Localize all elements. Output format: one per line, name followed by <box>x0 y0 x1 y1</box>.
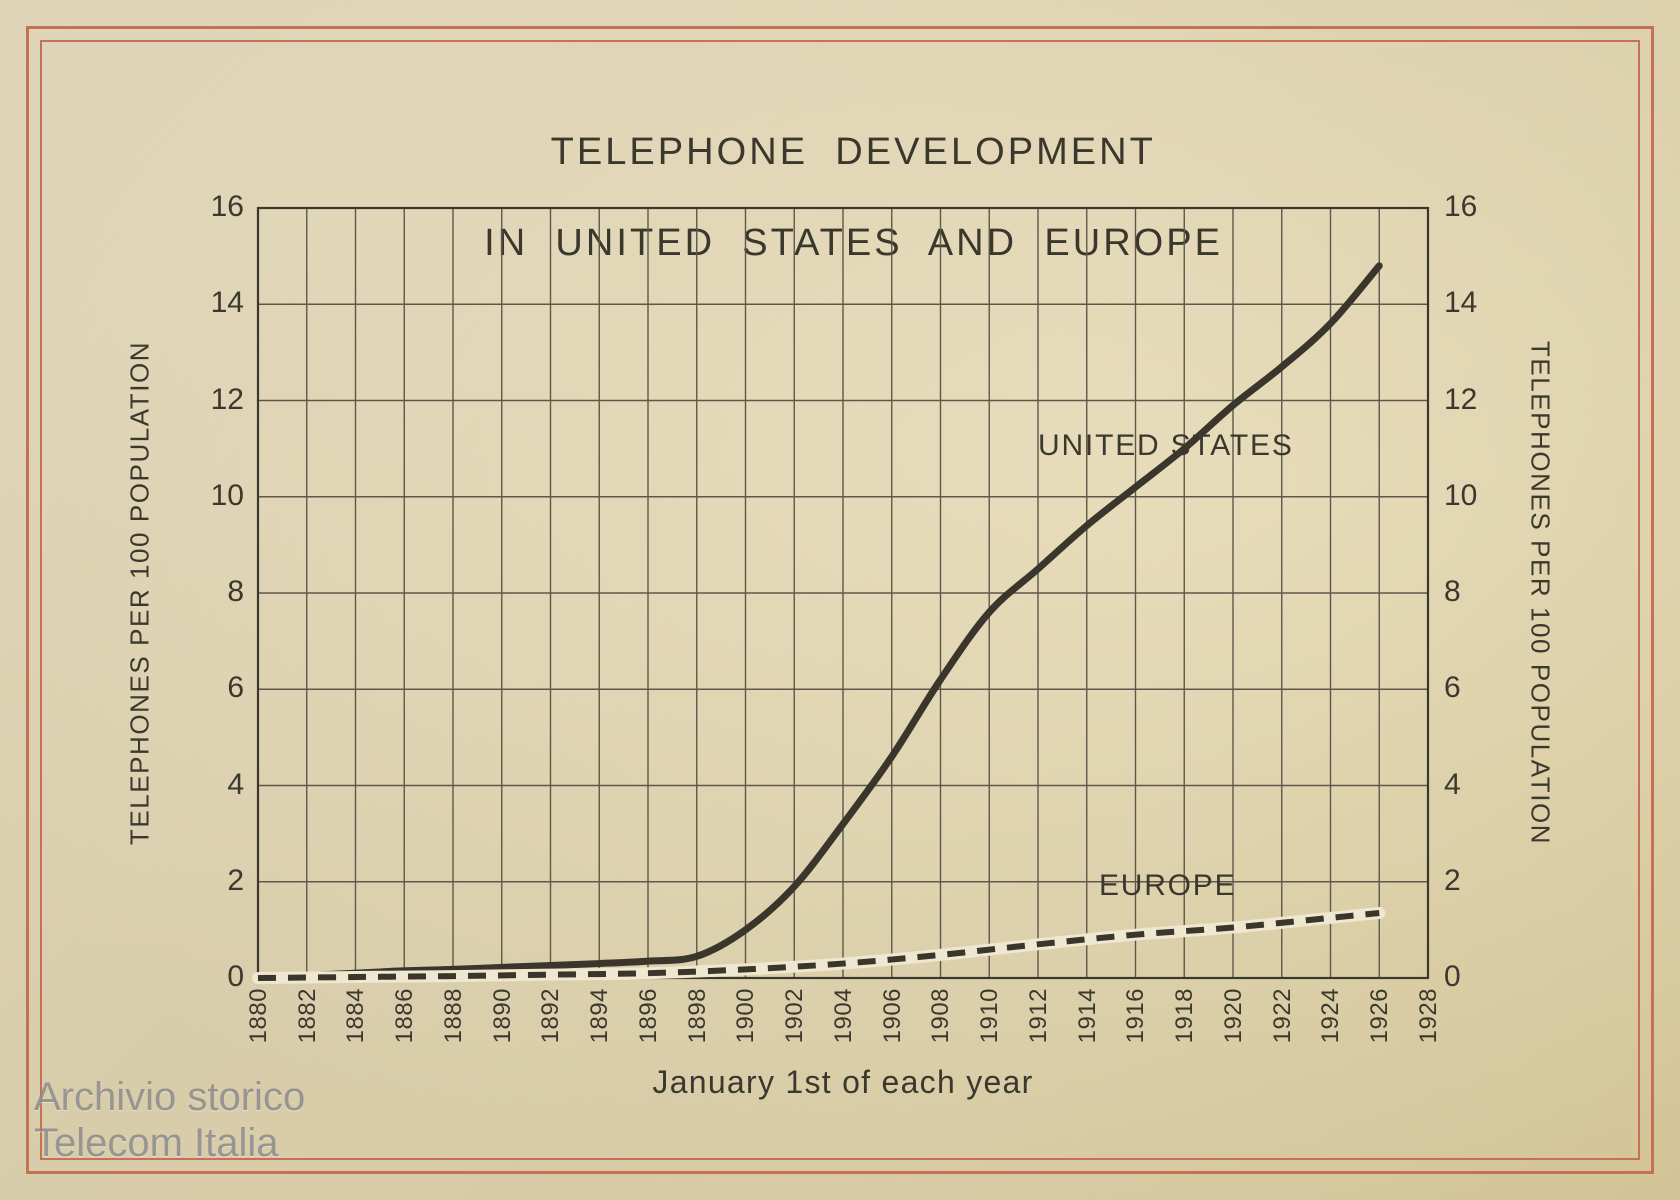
x-tick: 1928 <box>1415 988 1443 1043</box>
y-tick-right: 14 <box>1444 286 1477 320</box>
y-tick-right: 10 <box>1444 479 1477 513</box>
x-tick: 1884 <box>342 988 370 1043</box>
x-axis-caption: January 1st of each year <box>258 1064 1428 1101</box>
y-tick-left: 6 <box>227 671 244 705</box>
y-tick-right: 8 <box>1444 575 1461 609</box>
series-label-united-states: UNITED STATES <box>1038 429 1294 463</box>
x-tick: 1898 <box>684 988 712 1043</box>
y-tick-left: 0 <box>227 960 244 994</box>
x-tick: 1912 <box>1025 988 1053 1043</box>
x-tick: 1914 <box>1074 988 1102 1043</box>
x-tick: 1890 <box>489 988 517 1043</box>
x-tick: 1888 <box>440 988 468 1043</box>
archive-watermark: Archivio storico Telecom Italia <box>34 1074 305 1166</box>
x-tick: 1882 <box>294 988 322 1043</box>
y-tick-right: 0 <box>1444 960 1461 994</box>
x-tick: 1906 <box>879 988 907 1043</box>
x-tick: 1908 <box>927 988 955 1043</box>
y-tick-left: 2 <box>227 864 244 898</box>
series-label-europe: EUROPE <box>1099 869 1237 903</box>
x-tick: 1902 <box>781 988 809 1043</box>
y-tick-left: 16 <box>211 190 244 224</box>
x-tick: 1896 <box>635 988 663 1043</box>
x-tick: 1910 <box>976 988 1004 1043</box>
x-tick: 1916 <box>1122 988 1150 1043</box>
y-tick-left: 14 <box>211 286 244 320</box>
y-tick-left: 4 <box>227 768 244 802</box>
y-tick-left: 10 <box>211 479 244 513</box>
x-tick: 1892 <box>537 988 565 1043</box>
y-tick-left: 8 <box>227 575 244 609</box>
x-tick: 1918 <box>1171 988 1199 1043</box>
x-tick: 1920 <box>1220 988 1248 1043</box>
x-tick: 1924 <box>1317 988 1345 1043</box>
y-axis-label-right: TELEPHONES PER 100 POPULATION <box>1525 341 1556 845</box>
y-tick-right: 6 <box>1444 671 1461 705</box>
x-tick: 1904 <box>830 988 858 1043</box>
y-axis-label-left: TELEPHONES PER 100 POPULATION <box>125 341 156 845</box>
y-tick-right: 16 <box>1444 190 1477 224</box>
y-tick-left: 12 <box>211 383 244 417</box>
x-tick: 1880 <box>245 988 273 1043</box>
y-tick-right: 2 <box>1444 864 1461 898</box>
x-tick: 1922 <box>1269 988 1297 1043</box>
x-tick: 1886 <box>391 988 419 1043</box>
y-tick-right: 4 <box>1444 768 1461 802</box>
y-tick-right: 12 <box>1444 383 1477 417</box>
x-tick: 1926 <box>1366 988 1394 1043</box>
x-tick: 1894 <box>586 988 614 1043</box>
x-tick: 1900 <box>732 988 760 1043</box>
